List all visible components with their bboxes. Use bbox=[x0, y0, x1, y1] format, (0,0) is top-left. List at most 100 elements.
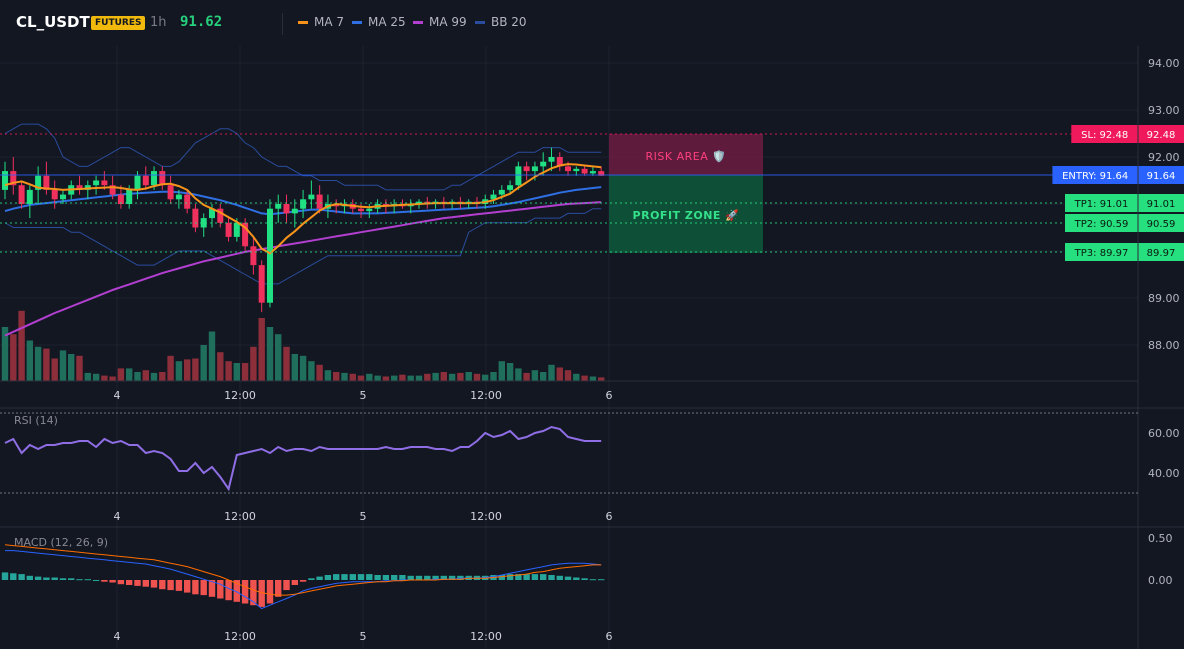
volume-bar bbox=[457, 372, 464, 381]
volume-bar bbox=[167, 355, 174, 381]
macd-hist-bar bbox=[142, 580, 149, 587]
tp1-label[interactable]: TP1: 91.01 91.01 bbox=[1065, 194, 1184, 212]
volume-bars bbox=[1, 310, 605, 381]
volume-bar bbox=[299, 355, 307, 381]
volume-bar bbox=[556, 367, 563, 381]
macd-hist-bar bbox=[266, 580, 274, 604]
volume-bar bbox=[18, 310, 25, 381]
macd-hist-bar bbox=[341, 574, 348, 580]
macd-hist-bar bbox=[101, 580, 108, 582]
tp3-label-text: TP3: 89.97 bbox=[1074, 248, 1129, 259]
tp1-label-text: TP1: 91.01 bbox=[1074, 199, 1129, 210]
sl-label[interactable]: SL: 92.48 92.48 bbox=[1071, 125, 1184, 143]
legend-ma99[interactable]: MA 99 bbox=[413, 15, 467, 29]
candle-body bbox=[275, 204, 282, 209]
volume-bar bbox=[324, 370, 332, 381]
volume-bar bbox=[581, 375, 588, 381]
macd-hist-bar bbox=[581, 578, 588, 580]
tp3-label[interactable]: TP3: 89.97 89.97 bbox=[1065, 243, 1184, 261]
candle-body bbox=[540, 161, 547, 167]
volume-bar bbox=[523, 372, 530, 381]
volume-bar bbox=[515, 368, 522, 381]
profit-zone bbox=[609, 175, 763, 253]
volume-bar bbox=[564, 370, 572, 381]
candle-body bbox=[10, 171, 17, 186]
volume-bar bbox=[465, 372, 472, 381]
macd-hist-bar bbox=[523, 574, 530, 580]
macd-hist-bar bbox=[448, 575, 456, 580]
volume-bar bbox=[84, 372, 91, 381]
volume-bar bbox=[341, 372, 348, 381]
macd-hist-bar bbox=[150, 580, 158, 588]
macd-hist-bar bbox=[374, 575, 381, 580]
macd-hist-bar bbox=[415, 575, 423, 580]
candle-body bbox=[209, 208, 215, 219]
candle-body bbox=[548, 157, 555, 162]
volume-bar bbox=[192, 358, 199, 381]
tp1-label-bg bbox=[1065, 194, 1138, 212]
volume-bar bbox=[225, 361, 232, 381]
macd-hist-bar bbox=[573, 577, 580, 580]
volume-bar bbox=[540, 372, 547, 381]
time-tick: 6 bbox=[606, 510, 613, 523]
tp3-label-bg bbox=[1065, 243, 1138, 261]
macd-hist-bar bbox=[126, 580, 133, 585]
macd-hist-bar bbox=[34, 576, 42, 580]
timeframe[interactable]: 1h bbox=[150, 15, 167, 30]
legend-bb20-label: BB 20 bbox=[491, 15, 527, 29]
tp2-label[interactable]: TP2: 90.59 90.59 bbox=[1065, 214, 1184, 232]
candle-body bbox=[175, 194, 182, 200]
macd-hist-bar bbox=[1, 572, 9, 580]
candle-body bbox=[26, 189, 33, 204]
risk-area-zone bbox=[609, 134, 763, 175]
tp1-price-box bbox=[1138, 194, 1184, 212]
candle-body bbox=[159, 171, 166, 186]
price-axis[interactable]: 94.00 93.00 92.00 89.00 88.00 bbox=[1148, 57, 1180, 352]
macd-hist-bar bbox=[349, 574, 356, 580]
macd-hist-bar bbox=[217, 580, 224, 599]
tp3-price-text: 89.97 bbox=[1147, 248, 1176, 259]
time-tick: 12:00 bbox=[470, 389, 502, 402]
macd-tick-000: 0.00 bbox=[1148, 574, 1173, 587]
time-tick: 12:00 bbox=[470, 630, 502, 643]
candle-body bbox=[507, 185, 514, 190]
volume-bar bbox=[473, 373, 481, 381]
volume-bar bbox=[448, 373, 456, 381]
legend-ma7[interactable]: MA 7 bbox=[298, 15, 344, 29]
macd-hist-bar bbox=[43, 577, 50, 580]
time-axes[interactable]: 4 12:00 5 12:00 6 4 12:00 5 12:00 6 4 12:00 5 12:00 6 bbox=[114, 389, 613, 643]
macd-hist-bar bbox=[51, 577, 58, 580]
candle-body bbox=[316, 194, 323, 209]
macd-hist-bar bbox=[109, 580, 116, 583]
volume-bar bbox=[92, 373, 100, 381]
volume-bar bbox=[283, 346, 290, 381]
volume-bar bbox=[109, 376, 116, 381]
macd-hist-bar bbox=[59, 578, 67, 580]
legend-ma25[interactable]: MA 25 bbox=[352, 15, 406, 29]
macd-hist-bar bbox=[424, 575, 431, 580]
macd-hist-bar bbox=[333, 574, 340, 580]
volume-bar bbox=[506, 363, 514, 381]
volume-bar bbox=[440, 372, 447, 381]
volume-bar bbox=[34, 346, 42, 381]
macd-hist-bar bbox=[531, 574, 539, 580]
candle-body bbox=[200, 218, 207, 228]
entry-price-box bbox=[1138, 166, 1184, 184]
symbol-name[interactable]: CL_USDT bbox=[16, 13, 90, 31]
macd-hist-bar bbox=[250, 580, 257, 606]
macd-hist-bar bbox=[598, 579, 605, 581]
macd-hist-bar bbox=[26, 575, 33, 580]
volume-bar bbox=[233, 363, 240, 381]
macd-panel bbox=[1, 544, 605, 610]
volume-bar bbox=[415, 375, 423, 381]
volume-bar bbox=[200, 345, 207, 381]
macd-hist-bar bbox=[548, 575, 555, 580]
macd-hist-bar bbox=[76, 579, 83, 581]
candle-body bbox=[151, 171, 157, 186]
macd-hist-bar bbox=[440, 575, 447, 580]
volume-bar bbox=[275, 334, 282, 381]
header-divider bbox=[282, 13, 283, 35]
entry-label[interactable]: ENTRY: 91.64 91.64 bbox=[1052, 166, 1184, 184]
legend-bb20[interactable]: BB 20 bbox=[475, 15, 527, 29]
